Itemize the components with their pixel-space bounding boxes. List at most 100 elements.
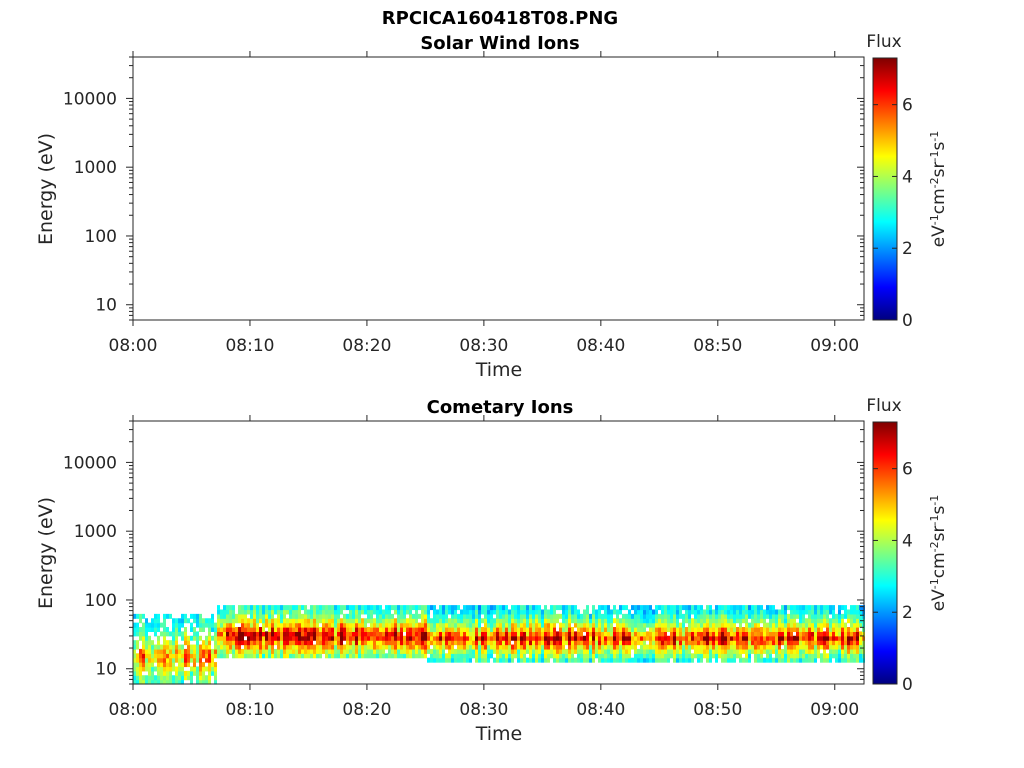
spectrogram-cell [856,635,859,641]
spectrogram-cell [283,644,286,650]
spectrogram-cell [781,609,784,615]
spectrogram-cell [520,613,523,619]
spectrogram-cell [568,648,571,654]
spectrogram-cell [778,640,781,646]
spectrogram-cell [841,622,844,628]
spectrogram-cell [529,605,532,611]
cometary-x-axis: 08:00 08:10 08:20 08:30 08:40 08:50 09:00 [109,415,859,720]
spectrogram-cell [742,640,745,646]
spectrogram-cell [502,653,505,659]
spectrogram-cell [811,640,814,646]
spectrogram-cell [829,635,832,641]
spectrogram-cell [487,627,490,632]
spectrogram-cell [235,618,238,624]
spectrogram-cell [334,640,337,646]
spectrogram-cell [475,653,478,659]
spectrogram-cell [301,653,304,659]
spectrogram-cell [475,635,478,641]
spectrogram-cell [781,605,784,611]
spectrogram-cell [598,653,601,659]
spectrogram-cell [655,631,658,637]
spectrogram-cell [166,657,169,663]
spectrogram-cell [757,627,760,632]
spectrogram-cell [559,627,562,632]
spectrogram-cell [397,609,400,615]
spectrogram-cell [250,605,253,611]
spectrogram-cell [382,622,385,628]
spectrogram-cell [682,627,685,632]
spectrogram-cell [229,605,232,611]
spectrogram-cell [649,613,652,619]
spectrogram-cell [598,627,601,632]
spectrogram-cell [430,657,433,663]
spectrogram-cell [604,627,607,632]
spectrogram-cell [664,631,667,637]
spectrogram-cell [769,631,772,637]
spectrogram-cell [760,605,763,611]
spectrogram-cell [625,622,628,628]
spectrogram-cell [799,657,802,663]
spectrogram-cell [856,609,859,615]
spectrogram-cell [352,648,355,654]
spectrogram-cell [154,644,157,650]
spectrogram-cell [220,644,223,650]
spectrogram-cell [535,622,538,628]
spectrogram-cell [436,618,439,624]
spectrogram-cell [631,622,634,628]
spectrogram-cell [658,627,661,632]
spectrogram-cell [859,622,862,628]
spectrogram-cell [562,631,565,637]
spectrogram-cell [484,627,487,632]
spectrogram-cell [532,605,535,611]
spectrogram-cell [547,640,550,646]
spectrogram-cell [361,640,364,646]
spectrogram-cell [325,605,328,611]
spectrogram-cell [208,666,211,672]
spectrogram-cell [754,622,757,628]
spectrogram-cell [325,618,328,624]
spectrogram-cell [463,644,466,650]
spectrogram-cell [748,631,751,637]
spectrogram-cell [256,613,259,619]
spectrogram-cell [361,644,364,650]
spectrogram-cell [532,627,535,632]
spectrogram-cell [610,609,613,615]
spectrogram-cell [460,618,463,624]
spectrogram-cell [823,653,826,659]
spectrogram-cell [508,644,511,650]
spectrogram-cell [838,644,841,650]
spectrogram-cell [532,622,535,628]
spectrogram-cell [289,635,292,641]
spectrogram-cell [196,675,199,681]
spectrogram-cell [424,605,427,611]
spectrogram-cell [340,635,343,641]
spectrogram-cell [844,635,847,641]
spectrogram-cell [208,662,211,668]
spectrogram-cell [859,631,862,637]
spectrogram-cell [238,609,241,615]
spectrogram-cell [592,631,595,637]
spectrogram-cell [223,631,226,637]
spectrogram-cell [442,635,445,641]
spectrogram-cell [712,622,715,628]
spectrogram-cell [670,653,673,659]
spectrogram-cell [424,644,427,650]
spectrogram-cell [436,644,439,650]
spectrogram-cell [220,613,223,619]
spectrogram-cell [661,627,664,632]
spectrogram-cell [730,613,733,619]
spectrogram-cell [838,631,841,637]
spectrogram-cell [517,640,520,646]
spectrogram-cell [508,609,511,615]
spectrogram-cell [814,622,817,628]
spectrogram-cell [163,618,166,624]
spectrogram-cell [775,657,778,663]
spectrogram-cell [718,613,721,619]
spectrogram-cell [244,605,247,611]
spectrogram-cell [241,618,244,624]
spectrogram-cell [853,635,856,641]
spectrogram-cell [514,605,517,611]
spectrogram-cell [469,631,472,637]
spectrogram-cell [583,613,586,619]
